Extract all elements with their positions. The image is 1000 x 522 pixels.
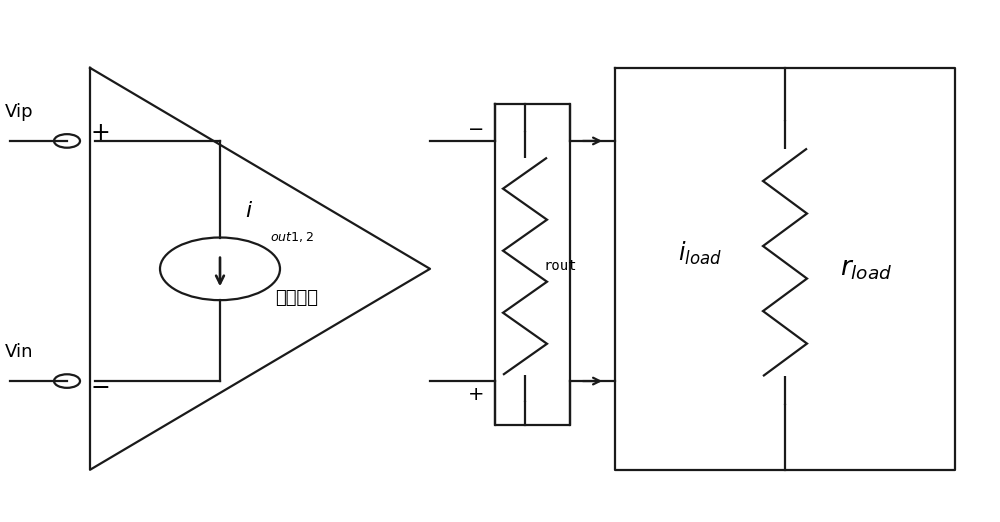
Text: $+$: $+$: [467, 385, 483, 404]
Text: $+$: $+$: [90, 121, 110, 145]
Text: rout: rout: [543, 259, 576, 273]
Text: $_{out1,2}$: $_{out1,2}$: [270, 226, 314, 244]
Text: 跨导单元: 跨导单元: [275, 289, 318, 306]
Text: $r_{load}$: $r_{load}$: [840, 256, 892, 282]
Text: Vip: Vip: [5, 103, 34, 121]
Text: Vin: Vin: [5, 343, 34, 361]
Text: $i_{load}$: $i_{load}$: [678, 240, 722, 267]
Text: $i$: $i$: [245, 201, 253, 221]
Text: $-$: $-$: [467, 118, 483, 137]
Text: $-$: $-$: [90, 374, 110, 398]
